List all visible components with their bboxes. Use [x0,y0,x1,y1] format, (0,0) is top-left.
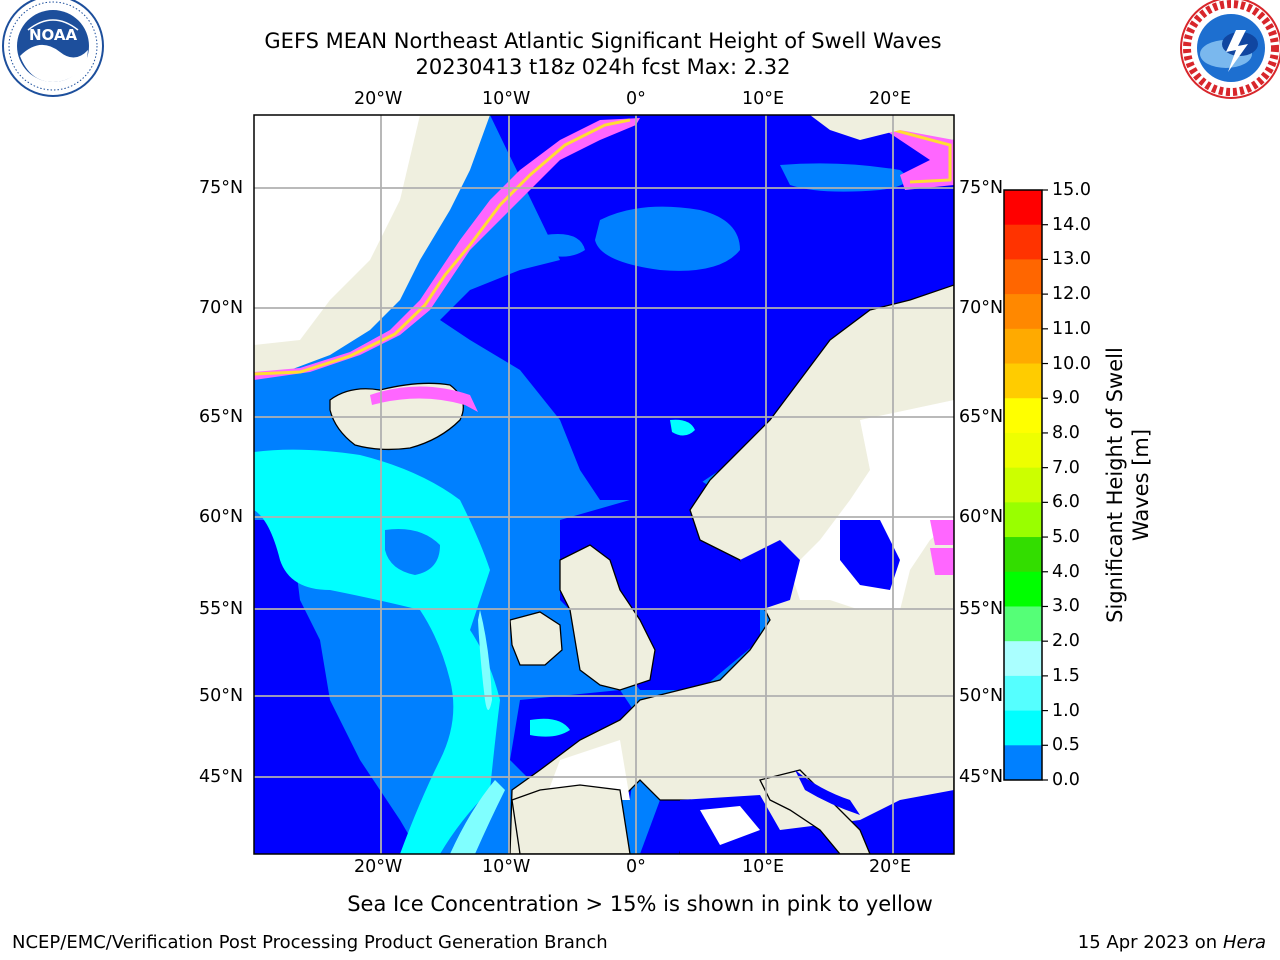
land-iberia [511,784,631,854]
lon-label-top-10w: 10°W [482,89,531,109]
map-frame [253,114,955,855]
lon-label-bottom-10e: 10°E [742,857,785,877]
colorbar-tick-label: 8.0 [1052,422,1080,443]
lat-label-left-50n: 50°N [199,686,244,706]
colorbar-tick-label: 14.0 [1052,214,1091,235]
colorbar-segment [1004,363,1042,399]
lat-label-right-70n: 70°N [959,298,1004,318]
chart-subtitle: 20230413 t18z 024h fcst Max: 2.32 [415,55,791,79]
date-stamp: 15 Apr 2023 on Hera [1078,932,1266,954]
lat-label-left-65n: 65°N [199,407,244,427]
lat-label-right-75n: 75°N [959,178,1004,198]
colorbar-tick-label: 3.0 [1052,596,1080,617]
land-ireland [509,611,563,666]
colorbar-segment [1004,641,1042,677]
colorbar-segment [1004,537,1042,573]
colorbar-tick-label: 10.0 [1052,353,1091,374]
colorbar-tick-label: 1.5 [1052,665,1080,686]
date-text: 15 Apr 2023 on [1077,932,1223,953]
lat-label-left-55n: 55°N [199,599,244,619]
colorbar-segment [1004,745,1042,781]
colorbar-tick-label: 15.0 [1052,180,1091,200]
baltic-no-data [790,400,954,610]
lat-label-right-45n: 45°N [959,767,1004,787]
colorbar-tick-label: 13.0 [1052,249,1091,270]
colorbar-tick-label: 1.0 [1052,700,1080,721]
lat-label-left-60n: 60°N [199,507,244,527]
graticule [254,115,954,854]
sea-ice-note: Sea Ice Concentration > 15% is shown in … [347,892,933,916]
swell-field-15-20 [450,780,505,854]
lon-label-bottom-0: 0° [626,857,646,877]
credit-text: NCEP/EMC/Verification Post Processing Pr… [12,932,608,953]
colorbar-tick-label: 7.0 [1052,457,1080,478]
nws-logo [1180,0,1280,99]
lon-label-top-20w: 20°W [354,89,403,109]
colorbar-tick-label: 11.0 [1052,318,1091,339]
colorbar-segment [1004,710,1042,746]
colorbar-segment [1004,502,1042,538]
colorbar-tick-label: 4.0 [1052,561,1080,582]
land-great-britain [559,544,656,691]
colorbar-segment [1004,224,1042,260]
lon-label-bottom-10w: 10°W [482,857,531,877]
colorbar-segment [1004,259,1042,295]
lat-label-left-75n: 75°N [199,178,244,198]
ocean-field-0-05-west [254,520,420,854]
lon-label-top-10e: 10°E [742,89,785,109]
colorbar-tick-label: 0.0 [1052,770,1080,790]
colorbar-tick-label: 6.0 [1052,492,1080,513]
colorbar-segment [1004,571,1042,607]
colorbar-segment [1004,294,1042,330]
colorbar-tick-label: 12.0 [1052,284,1091,305]
lon-label-top-20e: 20°E [869,89,912,109]
lat-label-right-65n: 65°N [959,407,1004,427]
colorbar-tick-label: 9.0 [1052,388,1080,409]
lon-label-top-0: 0° [626,89,646,109]
lat-label-right-50n: 50°N [959,686,1004,706]
colorbar-label: Significant Height of Swell Waves [m] [1103,347,1153,623]
colorbar-segment [1004,675,1042,712]
lat-label-left-45n: 45°N [199,767,244,787]
colorbar-segment [1004,432,1042,469]
lat-label-right-55n: 55°N [959,599,1004,619]
lat-label-right-60n: 60°N [959,507,1004,527]
noaa-logo-text: NOAA [29,26,78,44]
colorbar-segment [1004,190,1042,226]
colorbar-frame [1003,189,1043,781]
host-text: Hera [1222,932,1266,953]
lon-label-bottom-20e: 20°E [869,857,912,877]
noaa-logo: NOAA [2,0,104,97]
sea-ice-edge-svalbard [870,120,954,190]
colorbar-segment [1004,328,1042,365]
lon-label-bottom-20w: 20°W [354,857,403,877]
colorbar-tick-label: 0.5 [1052,735,1080,756]
colorbar-segment [1004,606,1042,642]
chart-title: GEFS MEAN Northeast Atlantic Significant… [264,29,942,53]
colorbar-tick-label: 5.0 [1052,527,1080,548]
map-area [254,115,954,854]
colorbar-tick-label: 2.0 [1052,631,1080,652]
colorbar-segment [1004,467,1042,503]
lat-label-left-70n: 70°N [199,298,244,318]
land-svalbard [810,115,954,140]
colorbar-segment [1004,398,1042,434]
colorbar [1003,189,1048,781]
